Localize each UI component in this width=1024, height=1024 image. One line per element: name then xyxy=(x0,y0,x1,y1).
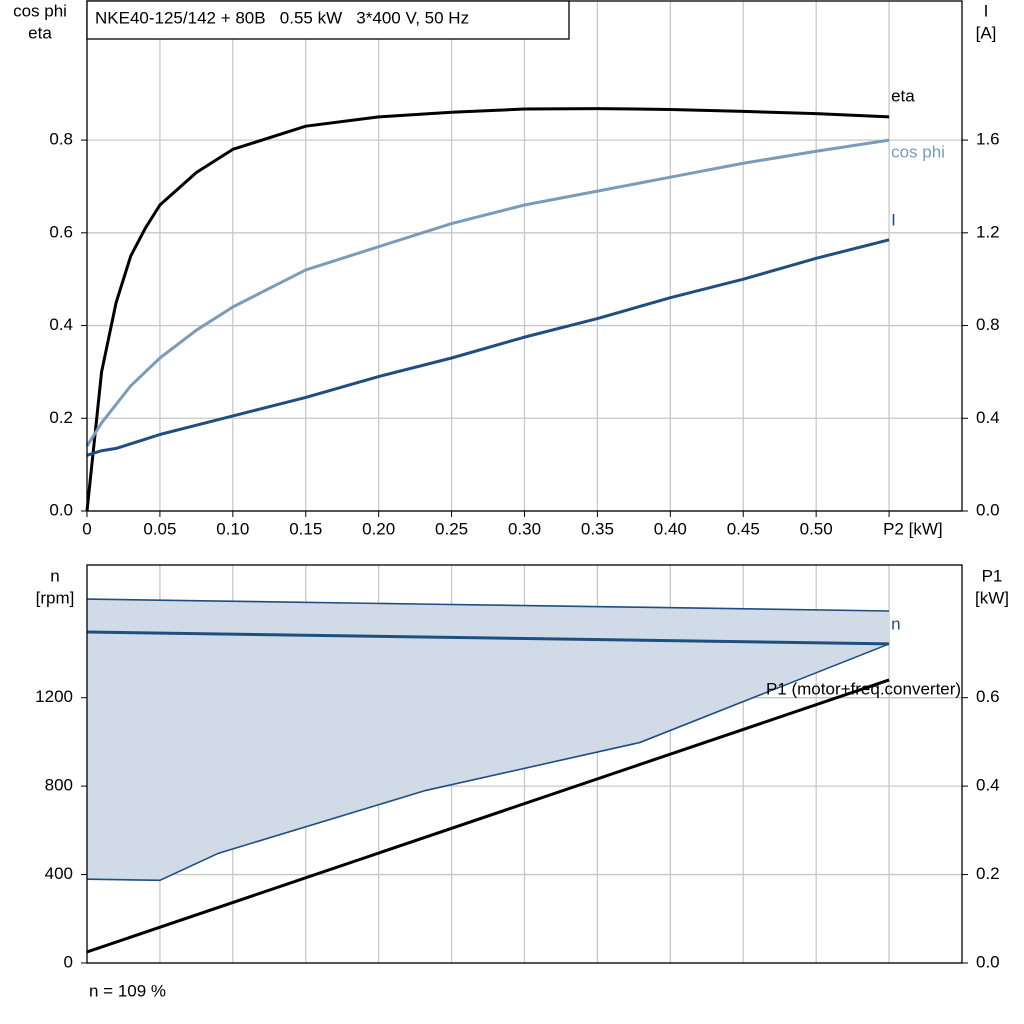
y2-axis-label: [A] xyxy=(976,23,997,42)
y-axis-label: cos phi xyxy=(13,1,67,20)
series-line xyxy=(86,678,890,954)
chart-title: NKE40-125/142 + 80B 0.55 kW 3*400 V, 50 … xyxy=(95,8,469,27)
plot-frame xyxy=(86,564,963,964)
y-tick-label: 800 xyxy=(45,776,73,795)
y2-axis-label: P1 xyxy=(982,566,1003,585)
series-label: P1 (motor+freq.converter) xyxy=(766,679,961,698)
note: n = 109 % xyxy=(89,981,166,1000)
y2-tick-label: 0.2 xyxy=(976,864,1000,883)
y-tick-label: 0 xyxy=(64,952,73,971)
y-tick-label: 0.4 xyxy=(49,315,73,334)
y2-tick-label: 1.6 xyxy=(976,130,1000,149)
y-axis-label: [rpm] xyxy=(36,588,75,607)
x-tick-label: 0.35 xyxy=(581,519,614,538)
y-tick-label: 0.8 xyxy=(49,130,73,149)
x-tick-label: 0.45 xyxy=(727,519,760,538)
x-tick-label: 0.10 xyxy=(216,519,249,538)
y-tick-label: 0.6 xyxy=(49,222,73,241)
shaded-area xyxy=(87,599,890,881)
x-tick-label: 0.05 xyxy=(143,519,176,538)
x-tick-label: 0.40 xyxy=(654,519,687,538)
series-line xyxy=(85,138,890,447)
series-line xyxy=(86,238,890,457)
series-line xyxy=(86,630,890,646)
x-tick-label: 0.50 xyxy=(800,519,833,538)
y2-axis-label: [kW] xyxy=(975,588,1009,607)
y2-tick-label: 0.8 xyxy=(976,315,1000,334)
y-tick-label: 0.2 xyxy=(49,408,73,427)
y-tick-label: 0.0 xyxy=(49,500,73,519)
x-tick-label: 0.30 xyxy=(508,519,541,538)
y2-tick-label: 0.6 xyxy=(976,687,1000,706)
y-axis-label: eta xyxy=(28,23,52,42)
band-edge xyxy=(86,643,890,882)
x-tick-label: 0.15 xyxy=(289,519,322,538)
y2-axis-label: I xyxy=(984,1,989,20)
y2-tick-label: 0.0 xyxy=(976,500,1000,519)
y2-tick-label: 0.4 xyxy=(976,408,1000,427)
y-tick-label: 400 xyxy=(45,864,73,883)
x-tick-label: 0.20 xyxy=(362,519,395,538)
title-box xyxy=(86,0,570,40)
x-tick-label: 0 xyxy=(82,519,91,538)
series-label: n xyxy=(891,614,900,633)
series-line xyxy=(85,107,890,512)
series-label: eta xyxy=(891,86,915,105)
y2-tick-label: 0.0 xyxy=(976,952,1000,971)
y2-tick-label: 1.2 xyxy=(976,222,1000,241)
x-tick-label: P2 [kW] xyxy=(883,519,943,538)
series-label: I xyxy=(891,210,896,229)
x-tick-label: 0.25 xyxy=(435,519,468,538)
series-label: cos phi xyxy=(891,143,945,162)
band-edge xyxy=(86,598,890,612)
y2-tick-label: 0.4 xyxy=(976,776,1000,795)
y-axis-label: n xyxy=(50,566,59,585)
y-tick-label: 1200 xyxy=(35,687,73,706)
